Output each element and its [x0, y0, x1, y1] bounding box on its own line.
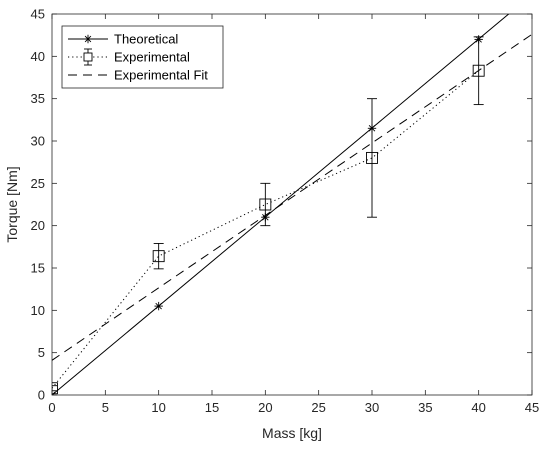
x-tick-label: 35 [418, 400, 432, 415]
asterisk-stroke [52, 391, 56, 395]
data-point [52, 382, 58, 395]
y-tick-label: 40 [31, 49, 45, 64]
legend-item: Experimental Fit [68, 68, 208, 83]
x-tick-label: 15 [205, 400, 219, 415]
x-tick-label: 40 [471, 400, 485, 415]
series-line [52, 14, 510, 395]
series-layer [52, 14, 532, 395]
x-axis-ticks: 0 5 10 15 20 25 30 35 40 45 [48, 14, 539, 415]
axes-box [51, 13, 533, 396]
y-axis-ticks: 0 5 10 15 20 25 30 35 40 45 [31, 7, 532, 403]
data-point [152, 250, 165, 263]
asterisk-stroke [155, 302, 162, 310]
data-point [366, 151, 378, 164]
legend-marker [83, 34, 93, 44]
x-tick-label: 25 [311, 400, 325, 415]
series-line [52, 33, 532, 361]
legend-label: Experimental [114, 50, 190, 65]
legend-item: Experimental [68, 48, 190, 66]
y-tick-label: 10 [31, 303, 45, 318]
legend-label: Experimental Fit [114, 68, 208, 83]
y-tick-label: 20 [31, 218, 45, 233]
y-tick-label: 5 [38, 345, 45, 360]
plot-area [51, 13, 533, 396]
data-point [52, 390, 57, 395]
x-tick-label: 45 [525, 400, 539, 415]
legend: Theoretical Experimental Experimental Fit [61, 25, 224, 89]
x-tick-label: 0 [48, 400, 55, 415]
series-line [52, 70, 479, 389]
x-tick-label: 20 [258, 400, 272, 415]
x-tick-label: 10 [151, 400, 165, 415]
legend-marker [83, 52, 93, 62]
legend-label: Theoretical [114, 32, 178, 47]
data-point [154, 301, 163, 311]
y-axis-label: Torque [Nm] [4, 166, 20, 242]
series-experimental-fit [52, 33, 532, 361]
y-tick-label: 30 [31, 134, 45, 149]
y-tick-label: 15 [31, 261, 45, 276]
y-tick-label: 45 [31, 7, 45, 22]
x-tick-label: 30 [365, 400, 379, 415]
y-tick-label: 25 [31, 176, 45, 191]
y-tick-label: 35 [31, 91, 45, 106]
data-point [472, 64, 485, 77]
asterisk-stroke [84, 35, 92, 43]
x-axis-label: Mass [kg] [262, 425, 322, 441]
data-point [259, 198, 272, 211]
y-tick-label: 0 [38, 388, 45, 403]
legend-item: Theoretical [68, 32, 178, 47]
x-tick-label: 5 [102, 400, 109, 415]
